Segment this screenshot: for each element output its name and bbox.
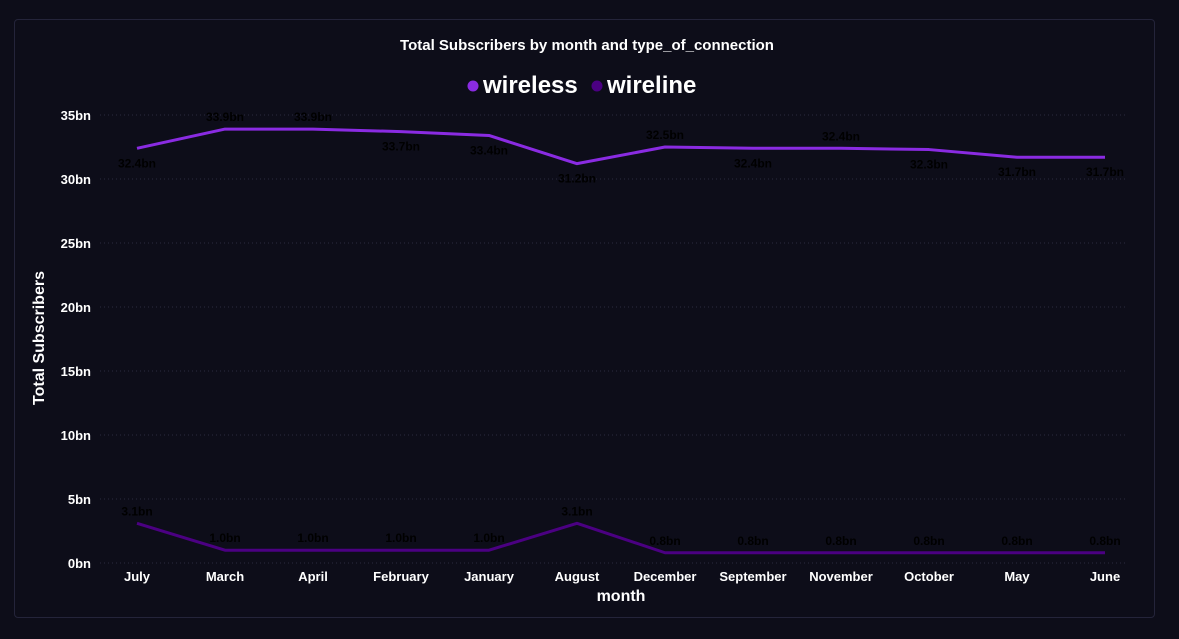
data-label-wireline: 0.8bn (1089, 534, 1120, 548)
x-tick-label: April (298, 569, 328, 584)
data-label-wireline: 0.8bn (649, 534, 680, 548)
data-label-wireline: 1.0bn (473, 531, 504, 545)
data-label-wireless: 33.9bn (294, 110, 332, 124)
y-tick-label: 5bn (68, 492, 91, 507)
data-label-wireless: 32.3bn (910, 158, 948, 172)
y-tick-label: 15bn (61, 364, 91, 379)
legend: wireless wireline (467, 72, 697, 99)
y-tick-label: 35bn (61, 108, 91, 123)
data-label-wireline: 0.8bn (913, 534, 944, 548)
x-tick-label: August (555, 569, 600, 584)
x-tick-label: June (1090, 569, 1120, 584)
legend-label-wireless: wireless (482, 72, 578, 99)
x-tick-label: March (206, 569, 244, 584)
y-axis-label: Total Subscribers (31, 271, 48, 405)
data-label-wireless: 31.2bn (558, 172, 596, 186)
chart-card (14, 19, 1155, 618)
legend-item-wireless[interactable]: wireless (467, 72, 578, 99)
x-tick-label: September (719, 569, 786, 584)
x-tick-label: January (464, 569, 515, 584)
x-tick-label: November (809, 569, 873, 584)
gridlines (100, 114, 1128, 564)
legend-marker-wireless (467, 80, 479, 92)
data-label-wireless: 33.9bn (206, 110, 244, 124)
series-lines (136, 127, 1105, 555)
y-tick-label: 10bn (61, 428, 91, 443)
legend-item-wireline[interactable]: wireline (591, 72, 697, 99)
data-label-wireless: 32.4bn (734, 156, 772, 170)
y-tick-label: 0bn (68, 556, 91, 571)
data-label-wireless: 33.7bn (382, 140, 420, 154)
data-label-wireline: 1.0bn (297, 531, 328, 545)
data-label-wireline: 0.8bn (1001, 534, 1032, 548)
y-tick-label: 25bn (61, 236, 91, 251)
x-axis-label: month (597, 588, 646, 605)
data-label-wireline: 1.0bn (385, 531, 416, 545)
legend-marker-wireline (591, 80, 603, 92)
data-label-wireline: 3.1bn (121, 504, 152, 518)
y-axis-ticks: 0bn 5bn 10bn 15bn 20bn 25bn 30bn 35bn (61, 108, 91, 571)
data-label-wireline: 0.8bn (737, 534, 768, 548)
data-label-wireline: 3.1bn (561, 504, 592, 518)
data-label-wireless: 33.4bn (470, 143, 508, 157)
x-tick-label: May (1004, 569, 1030, 584)
series-line-wireless[interactable] (136, 127, 1105, 166)
chart-title: Total Subscribers by month and type_of_c… (400, 37, 774, 54)
y-tick-label: 20bn (61, 300, 91, 315)
data-label-wireline: 1.0bn (209, 531, 240, 545)
data-labels: 32.4bn 33.9bn 33.9bn 33.7bn 33.4bn 31.2bn 32.5… (118, 110, 1124, 548)
data-label-wireless: 32.4bn (822, 129, 860, 143)
x-tick-label: July (124, 569, 151, 584)
x-tick-label: December (634, 569, 697, 584)
x-axis-ticks: July March April February January August Decem… (124, 569, 1120, 584)
x-tick-label: October (904, 569, 954, 584)
series-line-wireline[interactable] (136, 521, 1105, 555)
data-label-wireless: 32.5bn (646, 128, 684, 142)
data-label-wireless: 32.4bn (118, 156, 156, 170)
x-tick-label: February (373, 569, 429, 584)
legend-label-wireline: wireline (606, 72, 696, 99)
y-tick-label: 30bn (61, 172, 91, 187)
data-label-wireline: 0.8bn (825, 534, 856, 548)
data-label-wireless: 31.7bn (998, 165, 1036, 179)
data-label-wireless: 31.7bn (1086, 165, 1124, 179)
